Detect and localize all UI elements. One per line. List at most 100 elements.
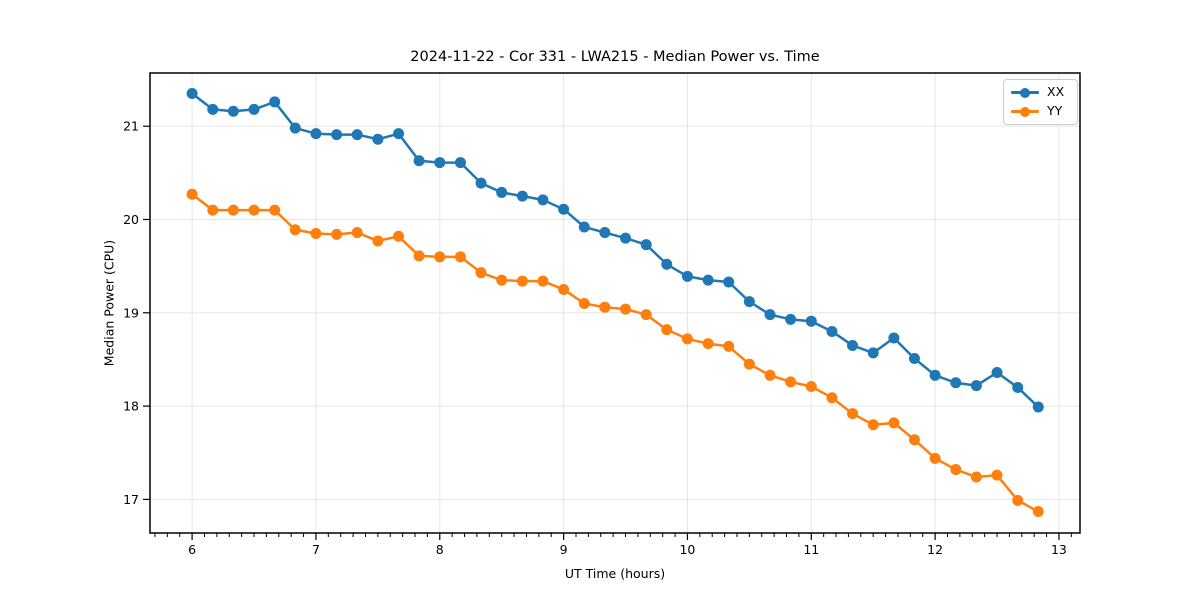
- data-point: [475, 177, 487, 189]
- data-point: [785, 313, 797, 325]
- data-point: [558, 283, 570, 295]
- legend-marker-icon: [1020, 106, 1030, 117]
- data-point: [248, 103, 260, 115]
- data-point: [289, 122, 301, 134]
- data-point: [764, 309, 776, 321]
- data-point: [640, 239, 652, 251]
- data-point: [269, 96, 281, 108]
- data-point: [310, 128, 322, 140]
- data-point: [227, 105, 239, 117]
- data-point: [826, 325, 838, 337]
- data-point: [908, 434, 920, 446]
- data-point: [351, 129, 363, 141]
- axes-frame: [149, 72, 1081, 534]
- data-point: [413, 250, 425, 262]
- data-point: [331, 129, 343, 141]
- data-point: [496, 186, 508, 198]
- legend-line-sample-icon: [1011, 87, 1039, 98]
- data-point: [723, 276, 735, 288]
- data-point: [620, 303, 632, 315]
- x-tick-label: 11: [803, 542, 819, 557]
- data-point: [847, 339, 859, 351]
- y-tick-label: 21: [123, 119, 139, 134]
- data-point: [1012, 494, 1024, 506]
- data-point: [393, 230, 405, 242]
- data-point: [640, 309, 652, 321]
- data-point: [599, 227, 611, 239]
- data-point: [578, 221, 590, 233]
- data-point: [702, 274, 714, 286]
- data-point: [867, 419, 879, 431]
- chart-title: 2024-11-22 - Cor 331 - LWA215 - Median P…: [410, 49, 820, 65]
- legend-item-yy: YY: [1011, 105, 1070, 118]
- data-point: [661, 258, 673, 270]
- x-tick-label: 7: [312, 542, 320, 557]
- data-point: [372, 235, 384, 247]
- data-point: [393, 128, 405, 140]
- x-tick-label: 13: [1051, 542, 1067, 557]
- data-point: [372, 133, 384, 145]
- legend-item-xx: XX: [1011, 86, 1070, 99]
- data-point: [434, 157, 446, 169]
- data-point: [1032, 506, 1044, 518]
- data-point: [207, 103, 219, 115]
- data-point: [620, 232, 632, 244]
- data-point: [537, 275, 549, 287]
- data-point: [908, 353, 920, 365]
- data-point: [578, 297, 590, 309]
- data-point: [888, 332, 900, 344]
- legend: XX YY: [1003, 79, 1078, 125]
- data-point: [227, 204, 239, 216]
- data-point: [681, 333, 693, 345]
- data-point: [516, 275, 528, 287]
- data-point: [743, 296, 755, 308]
- legend-label-xx: XX: [1047, 84, 1065, 100]
- data-point: [207, 204, 219, 216]
- data-point: [785, 376, 797, 388]
- legend-marker-icon: [1020, 87, 1030, 98]
- data-point: [434, 251, 446, 263]
- data-point: [723, 340, 735, 352]
- x-tick-label: 6: [188, 542, 196, 557]
- data-point: [826, 392, 838, 404]
- x-axis-label: UT Time (hours): [564, 566, 666, 581]
- data-point: [351, 227, 363, 239]
- data-point: [970, 380, 982, 392]
- data-point: [475, 267, 487, 279]
- data-point: [702, 338, 714, 350]
- series-xx: [186, 88, 1044, 413]
- x-tick-label: 12: [927, 542, 943, 557]
- y-tick-label: 19: [123, 305, 139, 320]
- data-point: [929, 452, 941, 464]
- data-point: [950, 464, 962, 476]
- legend-label-yy: YY: [1047, 103, 1063, 119]
- data-point: [331, 228, 343, 240]
- data-point: [413, 155, 425, 167]
- data-point: [991, 469, 1003, 481]
- data-point: [950, 377, 962, 389]
- data-point: [661, 324, 673, 336]
- x-tick-label: 8: [436, 542, 444, 557]
- data-point: [558, 203, 570, 215]
- x-tick-label: 10: [679, 542, 695, 557]
- data-point: [1012, 381, 1024, 393]
- data-point: [454, 157, 466, 169]
- data-point: [970, 471, 982, 483]
- data-point: [454, 251, 466, 263]
- y-tick-label: 17: [123, 492, 139, 507]
- grid: [150, 73, 1080, 533]
- data-point: [847, 408, 859, 420]
- data-point: [289, 224, 301, 236]
- data-point: [888, 417, 900, 429]
- data-point: [805, 381, 817, 393]
- x-tick-label: 9: [560, 542, 568, 557]
- data-point: [186, 188, 198, 200]
- data-point: [743, 358, 755, 370]
- y-tick-label: 20: [123, 212, 139, 227]
- y-tick-label: 18: [123, 399, 139, 414]
- data-point: [269, 204, 281, 216]
- y-ticks: 17 18 19 20 21: [123, 119, 150, 507]
- data-point: [310, 227, 322, 239]
